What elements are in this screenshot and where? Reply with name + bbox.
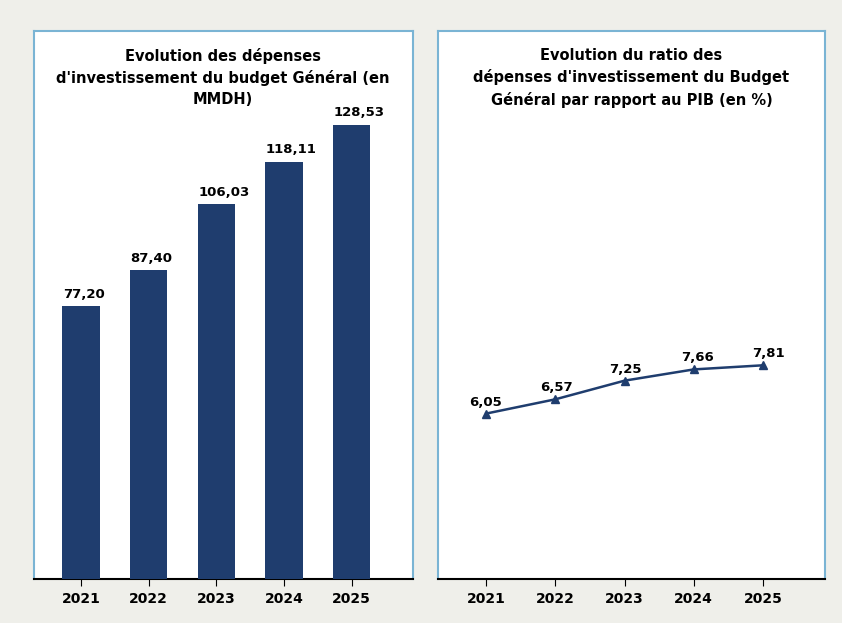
Text: 77,20: 77,20 (63, 288, 104, 301)
Bar (198, 204, 235, 579)
Bar (333, 125, 370, 579)
Text: Evolution des dépenses
d'investissement du budget Général (en
MMDH): Evolution des dépenses d'investissement … (56, 47, 390, 107)
Bar (131, 270, 168, 579)
Text: 7,81: 7,81 (753, 348, 785, 360)
Text: 128,53: 128,53 (333, 107, 385, 120)
Bar (62, 307, 99, 579)
Text: 7,66: 7,66 (681, 351, 714, 364)
Text: 118,11: 118,11 (266, 143, 317, 156)
Text: Evolution du ratio des
dépenses d'investissement du Budget
Général par rapport a: Evolution du ratio des dépenses d'invest… (473, 47, 790, 108)
Bar (265, 161, 302, 579)
Text: 7,25: 7,25 (610, 363, 642, 376)
Text: 6,57: 6,57 (541, 381, 573, 394)
Text: 6,05: 6,05 (469, 396, 502, 409)
Text: 106,03: 106,03 (198, 186, 249, 199)
Text: 87,40: 87,40 (131, 252, 173, 265)
